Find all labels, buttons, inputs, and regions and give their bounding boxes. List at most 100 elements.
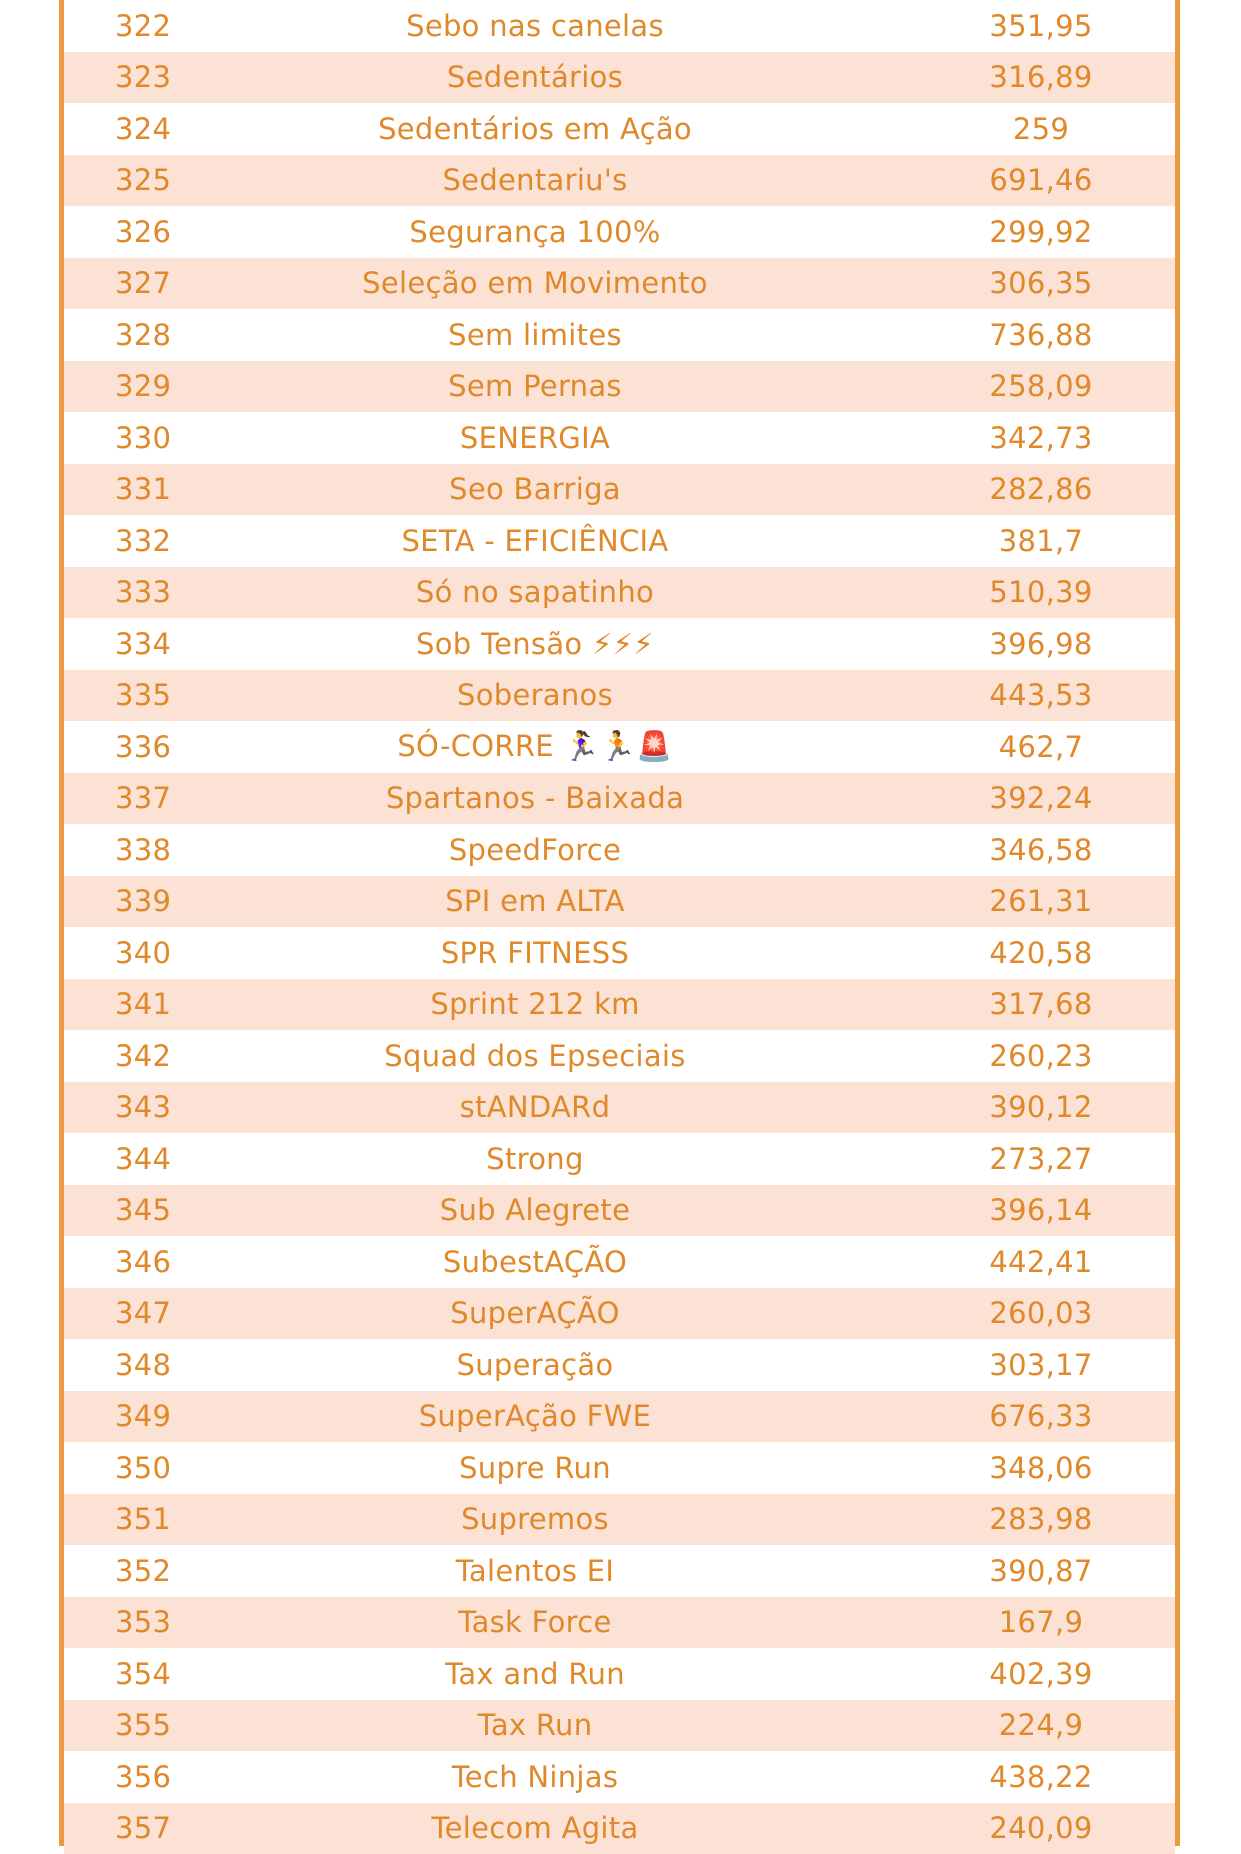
team-score: 443,53 — [961, 678, 1121, 712]
team-name: Seo Barriga — [215, 472, 855, 506]
row-number: 346 — [64, 1245, 215, 1279]
row-number: 339 — [64, 884, 215, 918]
team-name: SuperAÇÃO — [215, 1296, 855, 1330]
row-number: 336 — [64, 730, 215, 764]
team-score: 676,33 — [961, 1399, 1121, 1433]
row-number: 335 — [64, 678, 215, 712]
row-number: 351 — [64, 1502, 215, 1536]
team-score: 381,7 — [961, 524, 1121, 558]
team-name: Tax Run — [215, 1708, 855, 1742]
team-score: 396,98 — [961, 627, 1121, 661]
team-score: 346,58 — [961, 833, 1121, 867]
row-number: 331 — [64, 472, 215, 506]
team-score: 392,24 — [961, 781, 1121, 815]
team-name: Spartanos - Baixada — [215, 781, 855, 815]
team-name: SuperAção FWE — [215, 1399, 855, 1433]
team-score: 402,39 — [961, 1657, 1121, 1691]
team-name: Strong — [215, 1142, 855, 1176]
team-name: Telecom Agita — [215, 1811, 855, 1845]
team-name: SENERGIA — [215, 421, 855, 455]
row-number: 356 — [64, 1760, 215, 1794]
row-number: 334 — [64, 627, 215, 661]
team-score: 306,35 — [961, 266, 1121, 300]
team-name: Task Force — [215, 1605, 855, 1639]
team-score: 260,03 — [961, 1296, 1121, 1330]
team-score: 258,09 — [961, 369, 1121, 403]
team-name: stANDARd — [215, 1090, 855, 1124]
row-number: 338 — [64, 833, 215, 867]
team-score: 390,87 — [961, 1554, 1121, 1588]
row-number: 353 — [64, 1605, 215, 1639]
team-score: 273,27 — [961, 1142, 1121, 1176]
team-score: 462,7 — [961, 730, 1121, 764]
team-name: SÓ-CORRE 🏃‍♀️🏃🚨 — [215, 729, 855, 764]
team-score: 348,06 — [961, 1451, 1121, 1485]
team-name: Sem limites — [215, 318, 855, 352]
row-number: 344 — [64, 1142, 215, 1176]
team-name: Talentos EI — [215, 1554, 855, 1588]
team-name: SpeedForce — [215, 833, 855, 867]
row-number: 350 — [64, 1451, 215, 1485]
team-score: 299,92 — [961, 215, 1121, 249]
team-score: 260,23 — [961, 1039, 1121, 1073]
row-number: 354 — [64, 1657, 215, 1691]
team-score: 438,22 — [961, 1760, 1121, 1794]
row-number: 324 — [64, 112, 215, 146]
team-name: Soberanos — [215, 678, 855, 712]
team-score: 282,86 — [961, 472, 1121, 506]
team-name: Sedentários em Ação — [215, 112, 855, 146]
team-name: Tech Ninjas — [215, 1760, 855, 1794]
row-number: 343 — [64, 1090, 215, 1124]
team-name: Sem Pernas — [215, 369, 855, 403]
team-score: 240,09 — [961, 1811, 1121, 1845]
row-number: 325 — [64, 163, 215, 197]
team-name: Supremos — [215, 1502, 855, 1536]
team-name: Só no sapatinho — [215, 575, 855, 609]
team-name: Sub Alegrete — [215, 1193, 855, 1227]
team-name: Superação — [215, 1348, 855, 1382]
row-number: 348 — [64, 1348, 215, 1382]
team-name: SPR FITNESS — [215, 936, 855, 970]
row-number: 341 — [64, 987, 215, 1021]
team-score: 351,95 — [961, 9, 1121, 43]
team-name: SubestAÇÃO — [215, 1245, 855, 1279]
team-score: 317,68 — [961, 987, 1121, 1021]
team-score: 167,9 — [961, 1605, 1121, 1639]
row-number: 323 — [64, 60, 215, 94]
row-number: 355 — [64, 1708, 215, 1742]
row-number: 327 — [64, 266, 215, 300]
team-name: Squad dos Epseciais — [215, 1039, 855, 1073]
team-score: 736,88 — [961, 318, 1121, 352]
team-score: 420,58 — [961, 936, 1121, 970]
row-number: 345 — [64, 1193, 215, 1227]
row-number: 333 — [64, 575, 215, 609]
team-score: 259 — [961, 112, 1121, 146]
row-number: 326 — [64, 215, 215, 249]
team-name: Sob Tensão ⚡⚡⚡ — [215, 627, 855, 661]
row-number: 349 — [64, 1399, 215, 1433]
team-score: 303,17 — [961, 1348, 1121, 1382]
team-name: Tax and Run — [215, 1657, 855, 1691]
